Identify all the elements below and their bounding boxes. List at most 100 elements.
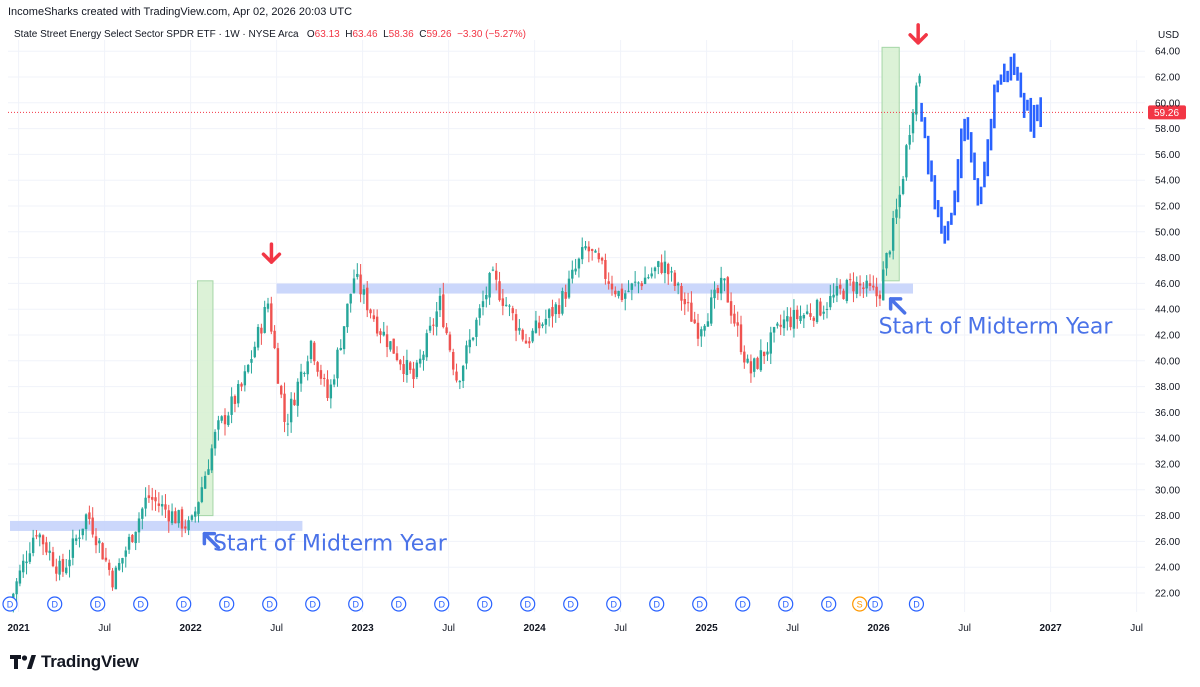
candle-body <box>528 341 531 344</box>
candle-body <box>739 324 743 353</box>
candle-body <box>134 531 137 544</box>
candle-body <box>491 269 495 271</box>
dividend-marker <box>908 596 925 612</box>
last-price-line: 59.26 <box>8 105 1186 120</box>
candle-body <box>759 350 763 371</box>
y-tick-label: 54.00 <box>1155 176 1180 187</box>
candle-body <box>551 307 554 317</box>
candle-body <box>726 277 729 303</box>
candle-body <box>117 563 121 570</box>
candle-body <box>518 327 521 331</box>
low-value: 58.36 <box>388 29 414 40</box>
candle-body <box>541 324 544 327</box>
x-tick-label: Jul <box>614 623 627 634</box>
candle-body <box>640 283 643 287</box>
candle-body <box>402 364 405 374</box>
candle-body <box>147 495 151 499</box>
candle-body <box>888 251 892 255</box>
time-axis[interactable]: 2021 Jul 2022 Jul 2023 Jul 2024 Jul 2025 Jul 2026 J… <box>7 623 1143 634</box>
candle-body <box>511 308 514 314</box>
y-tick-label: 60.00 <box>1155 98 1180 109</box>
y-tick-label: 46.00 <box>1155 279 1180 290</box>
candle-body <box>94 536 98 546</box>
candle-body <box>809 313 812 317</box>
candle-body <box>342 326 346 350</box>
dividend-marker <box>305 596 321 612</box>
y-tick-label: 52.00 <box>1155 202 1180 213</box>
candle-body <box>891 218 895 251</box>
marker-letter: D <box>913 600 920 610</box>
candle-body <box>746 358 749 363</box>
y-tick-label: 26.00 <box>1155 537 1180 548</box>
marker-letter: D <box>395 600 402 610</box>
dividend-marker <box>391 596 407 612</box>
candle-body <box>475 319 478 337</box>
candle-body <box>329 384 333 399</box>
price-axis[interactable]: USD 22.00 24.00 26.00 28.00 30.00 32.00 34.00 36… <box>1155 30 1180 600</box>
candle-body <box>375 316 379 334</box>
candle-body <box>865 280 868 289</box>
candle-body <box>772 327 776 333</box>
candle-body <box>316 362 319 372</box>
candle-body <box>835 286 839 296</box>
candle-body <box>514 314 518 331</box>
candle-body <box>577 258 581 269</box>
open-label: O <box>306 29 315 40</box>
candle-body <box>55 566 58 574</box>
candle-body <box>650 273 653 277</box>
candle-body <box>243 371 247 386</box>
candle-body <box>769 332 772 354</box>
annotation-labels: Start of Midterm Year Start of Midterm Ye… <box>213 315 1113 557</box>
currency-label: USD <box>1158 30 1179 41</box>
candle-body <box>858 283 862 286</box>
candle-body <box>829 296 832 308</box>
candle-body <box>673 272 677 286</box>
candle-body <box>624 293 627 299</box>
candle-body <box>303 372 306 374</box>
candle-body <box>78 537 81 539</box>
symbol-name[interactable]: State Street Energy Select Sector SPDR E… <box>14 29 299 40</box>
midterm-annotation: Start of Midterm Year <box>879 315 1114 340</box>
dividend-marker <box>735 596 751 612</box>
tradingview-logo[interactable]: TradingView <box>10 652 139 672</box>
candle-body <box>339 347 342 350</box>
candle-body <box>471 337 475 340</box>
candle-body <box>686 302 690 304</box>
y-tick-label: 56.00 <box>1155 150 1180 161</box>
candle-body <box>706 321 710 327</box>
candle-body <box>137 518 141 533</box>
candle-body <box>362 289 366 295</box>
candle-body <box>448 334 452 351</box>
candle-body <box>114 567 118 590</box>
candle-body <box>581 247 584 260</box>
candle-body <box>670 271 673 273</box>
candle-body <box>918 75 921 84</box>
symbol-legend: State Street Energy Select Sector SPDR E… <box>14 29 526 40</box>
candle-body <box>743 351 746 363</box>
candle-body <box>309 340 313 360</box>
dividend-marker <box>821 596 837 612</box>
candle-body <box>233 396 237 404</box>
candle-body <box>237 384 240 404</box>
candle-body <box>35 535 38 537</box>
candle-body <box>607 281 610 284</box>
candle-body <box>452 352 455 370</box>
candle-body <box>144 497 147 509</box>
candle-body <box>488 273 491 298</box>
dividend-marker <box>520 596 536 612</box>
candle-body <box>438 295 442 311</box>
candle-body <box>531 330 534 342</box>
candle-body <box>101 543 104 560</box>
y-tick-label: 24.00 <box>1155 563 1180 574</box>
candle-body <box>521 329 524 340</box>
candle-body <box>415 362 419 378</box>
candle-body <box>270 303 273 332</box>
candle-body <box>352 278 356 293</box>
dividend-marker <box>219 596 235 612</box>
candle-body <box>495 270 498 280</box>
candle-body <box>547 309 551 318</box>
candle-body <box>882 269 885 301</box>
candle-body <box>825 308 829 310</box>
candle-body <box>597 253 600 260</box>
